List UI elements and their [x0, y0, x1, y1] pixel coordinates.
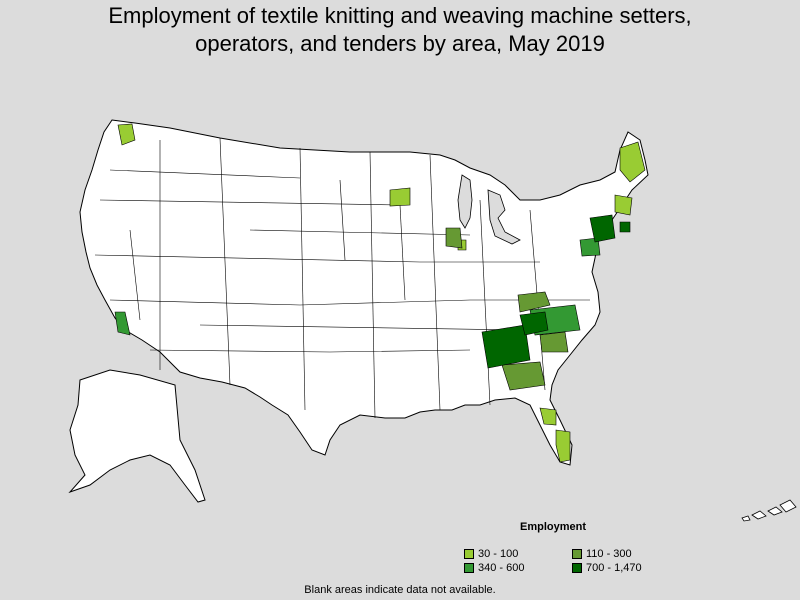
map-title: Employment of textile knitting and weavi… [0, 2, 800, 58]
area-california-340[interactable] [114, 311, 131, 336]
area-rhode-island-dark[interactable] [619, 221, 631, 233]
area-new-york-nj-dark[interactable] [589, 214, 616, 243]
legend-item-110-300: 110 - 300 [572, 548, 632, 560]
map-title-line-1: Employment of textile knitting and weavi… [108, 3, 692, 28]
area-carolina-mid[interactable] [539, 331, 569, 353]
legend-swatch [572, 563, 582, 573]
contiguous-us-land [79, 119, 649, 466]
area-borders [94, 137, 590, 419]
area-pennsylvania-340[interactable] [579, 237, 601, 257]
legend-label: 340 - 600 [478, 562, 525, 574]
hawaii-islands [741, 499, 797, 522]
legend-label: 110 - 300 [586, 548, 632, 560]
legend-item-700-1470: 700 - 1,470 [572, 562, 642, 574]
legend-label: 700 - 1,470 [586, 562, 642, 574]
area-new-england-light[interactable] [614, 194, 633, 216]
blank-areas-note: Blank areas indicate data not available. [304, 584, 496, 596]
legend-label: 30 - 100 [478, 548, 519, 560]
area-florida-south-light[interactable] [555, 429, 571, 463]
area-georgia-mid[interactable] [501, 361, 546, 391]
area-illinois-mid[interactable] [445, 227, 463, 249]
area-sc-upstate-dark[interactable] [519, 311, 549, 336]
legend-swatch [464, 549, 474, 559]
area-washington-light[interactable] [117, 123, 136, 146]
area-minnesota-light[interactable] [389, 187, 411, 207]
legend-item-30-100: 30 - 100 [464, 548, 518, 560]
area-georgia-alabama-dark[interactable] [481, 324, 531, 369]
legend-swatch [464, 563, 474, 573]
map-title-line-2: operators, and tenders by area, May 2019 [195, 31, 605, 56]
lake-huron-erie [487, 189, 521, 245]
legend-swatch [572, 549, 582, 559]
lake-michigan [457, 174, 473, 229]
legend-item-340-600: 340 - 600 [464, 562, 524, 574]
area-virginia-mid[interactable] [517, 291, 551, 313]
area-maine-light[interactable] [619, 141, 646, 183]
employment-areas [114, 123, 646, 463]
legend-title: Employment [520, 521, 587, 533]
area-florida-north-light[interactable] [539, 407, 557, 426]
alaska-land [68, 369, 206, 503]
